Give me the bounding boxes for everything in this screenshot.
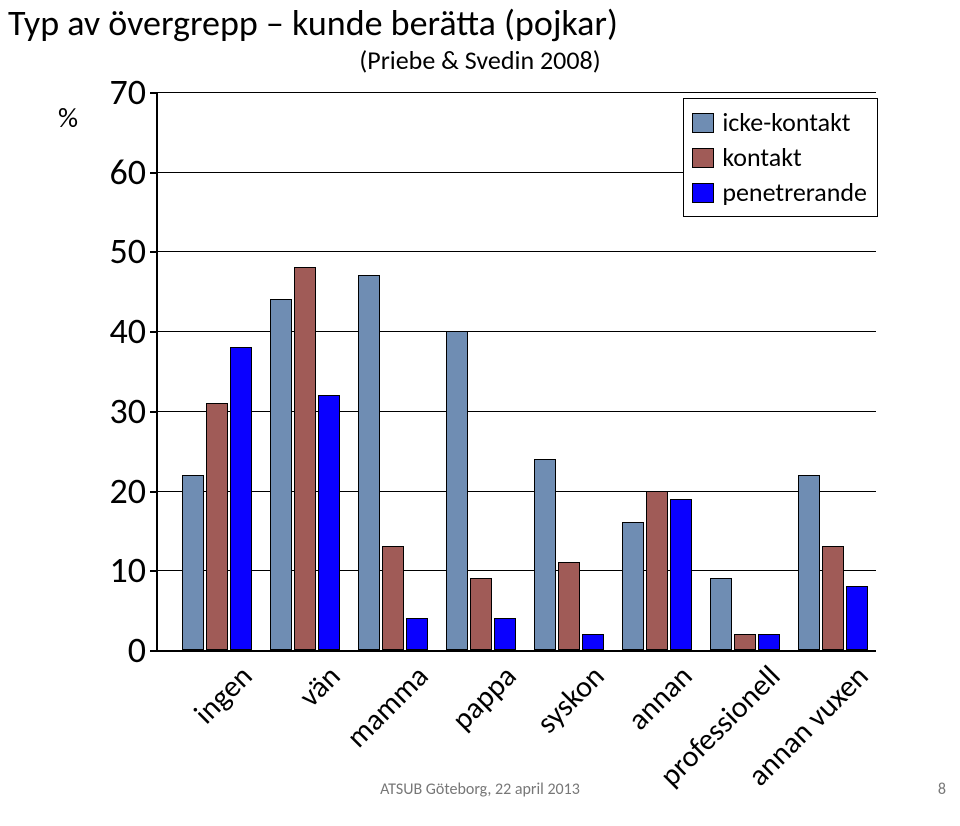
legend-label: penetrerande [722, 175, 867, 210]
bar [622, 522, 644, 650]
page-number: 8 [938, 780, 946, 799]
legend-swatch [692, 183, 714, 203]
bar [406, 618, 428, 650]
legend-label: kontakt [722, 140, 801, 175]
slide: Typ av övergrepp – kunde berätta (pojkar… [0, 0, 960, 813]
legend-swatch [692, 113, 714, 133]
bar [494, 618, 516, 650]
bar [758, 634, 780, 650]
y-tick-label: 10 [86, 548, 146, 592]
bar [470, 578, 492, 650]
slide-title: Typ av övergrepp – kunde berätta (pojkar… [8, 4, 618, 44]
y-tick-label: 60 [86, 150, 146, 194]
chart: 010203040506070 ingenvänmammapappasyskon… [86, 92, 886, 712]
x-tick-label: syskon [445, 658, 613, 826]
bar [318, 395, 340, 650]
footer-text: ATSUB Göteborg, 22 april 2013 [0, 780, 960, 799]
legend-item: icke-kontakt [692, 105, 867, 140]
bar-group [264, 92, 344, 650]
y-tick-mark [150, 411, 158, 413]
y-tick-label: 70 [86, 70, 146, 114]
legend-label: icke-kontakt [722, 105, 850, 140]
bar [446, 331, 468, 650]
y-tick-mark [150, 331, 158, 333]
bar-group [528, 92, 608, 650]
bar [646, 491, 668, 650]
bar-group [440, 92, 520, 650]
x-tick-label: mamma [269, 658, 437, 826]
bar [534, 459, 556, 650]
bar [670, 499, 692, 650]
y-tick-mark [150, 172, 158, 174]
bar [206, 403, 228, 650]
bar [710, 578, 732, 650]
bar [798, 475, 820, 650]
bar [582, 634, 604, 650]
bar-group [352, 92, 432, 650]
y-tick-mark [150, 650, 158, 652]
y-tick-label: 40 [86, 309, 146, 353]
bar [230, 347, 252, 650]
bar [822, 546, 844, 650]
bar [846, 586, 868, 650]
bar [382, 546, 404, 650]
y-tick-label: 50 [86, 229, 146, 273]
y-tick-mark [150, 570, 158, 572]
legend-item: penetrerande [692, 175, 867, 210]
x-tick-label: pappa [357, 658, 525, 826]
bar [734, 634, 756, 650]
y-tick-mark [150, 92, 158, 94]
x-tick-label: professionell [621, 658, 789, 826]
x-tick-label: ingen [93, 658, 261, 826]
legend-swatch [692, 148, 714, 168]
y-tick-label: 30 [86, 389, 146, 433]
x-tick-label: annan vuxen [709, 658, 877, 826]
y-axis-symbol: % [58, 100, 78, 135]
x-tick-label: vän [181, 658, 349, 826]
bar [358, 275, 380, 650]
bar [558, 562, 580, 650]
y-tick-label: 0 [86, 628, 146, 672]
legend-item: kontakt [692, 140, 867, 175]
bar [270, 299, 292, 650]
y-tick-mark [150, 491, 158, 493]
legend: icke-kontaktkontaktpenetrerande [683, 98, 878, 217]
bar-group [176, 92, 256, 650]
x-tick-label: annan [533, 658, 701, 826]
bar [182, 475, 204, 650]
y-tick-label: 20 [86, 469, 146, 513]
bar [294, 267, 316, 650]
y-tick-mark [150, 251, 158, 253]
